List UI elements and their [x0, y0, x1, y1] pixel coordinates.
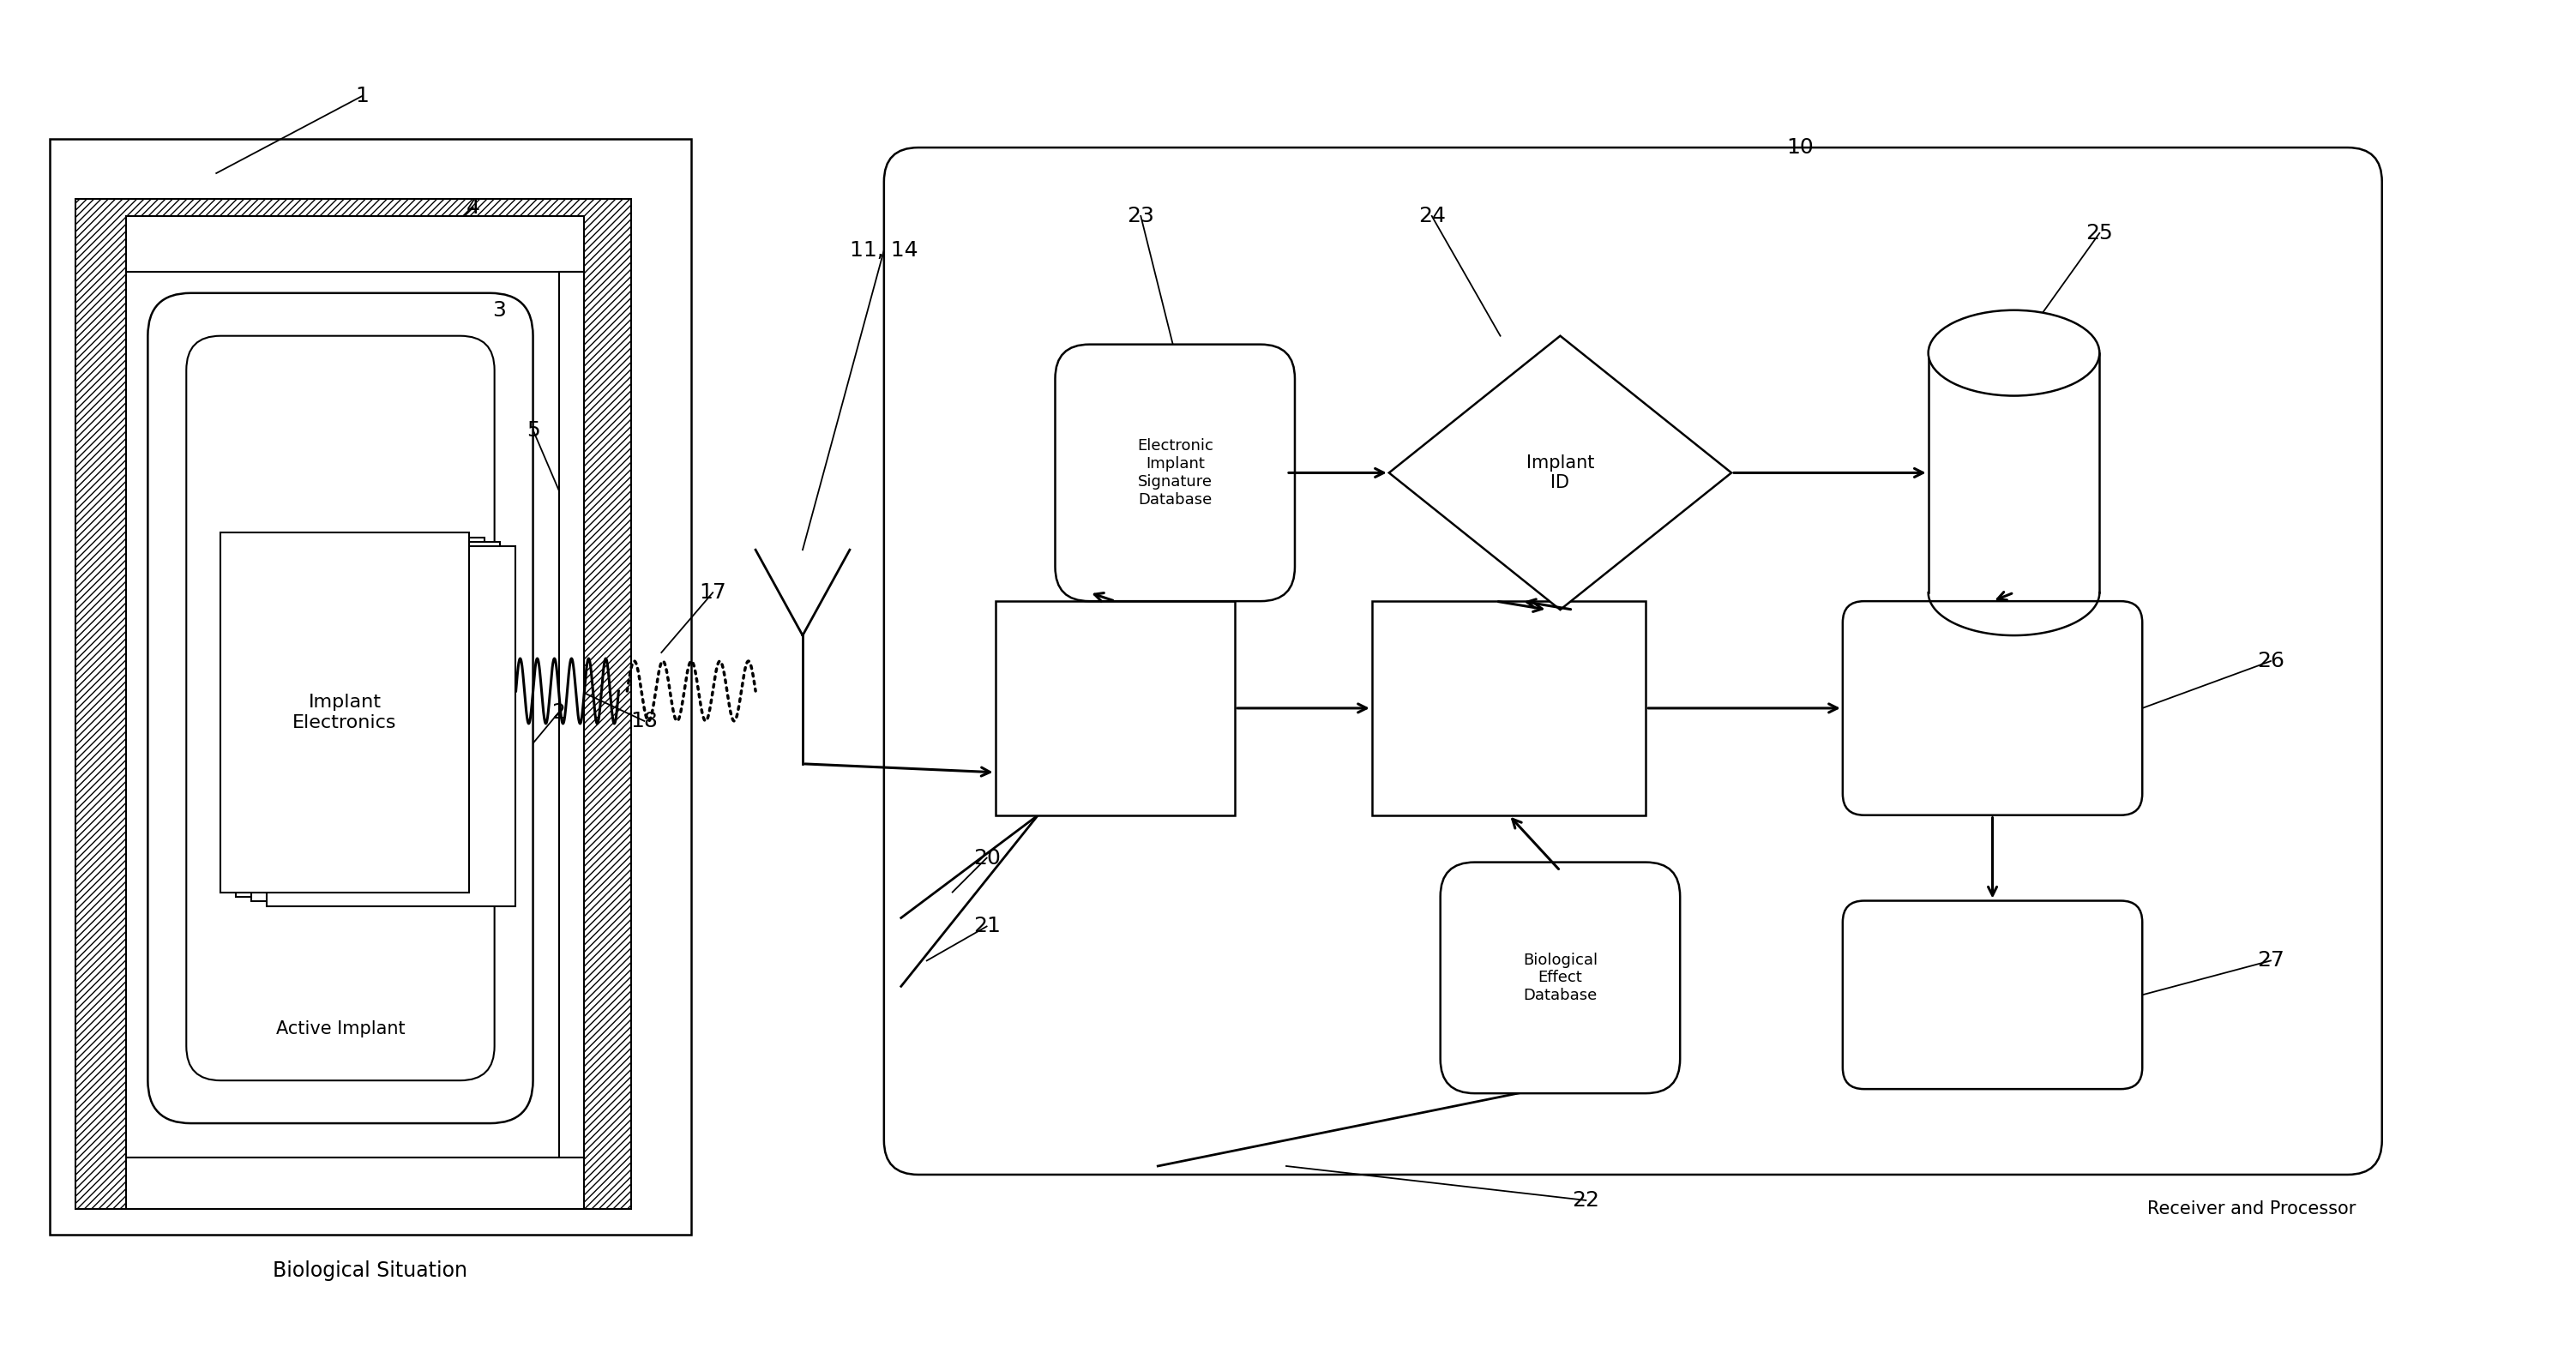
- Text: 22: 22: [1571, 1189, 1600, 1211]
- Text: Implant
ID: Implant ID: [1525, 454, 1595, 492]
- Bar: [237, 537, 484, 897]
- Bar: [994, 601, 1234, 815]
- Text: 21: 21: [974, 916, 999, 936]
- Bar: [559, 272, 585, 1157]
- FancyBboxPatch shape: [1440, 862, 1680, 1094]
- Text: 20: 20: [974, 847, 999, 869]
- Text: 27: 27: [2257, 951, 2285, 971]
- Bar: [1373, 601, 1646, 815]
- Text: Processing
Algorithms: Processing Algorithms: [1458, 690, 1561, 726]
- Polygon shape: [1388, 335, 1731, 610]
- Text: 24: 24: [1419, 206, 1445, 226]
- Bar: [268, 547, 515, 907]
- Bar: [126, 1157, 585, 1208]
- Text: Electronic
Implant
Signature
Database: Electronic Implant Signature Database: [1136, 438, 1213, 508]
- Text: 25: 25: [2087, 222, 2112, 244]
- Text: 10: 10: [1785, 137, 1814, 158]
- Text: Final Scoring: Final Scoring: [1932, 699, 2053, 717]
- Text: Implant
Electronics: Implant Electronics: [294, 694, 397, 731]
- Text: Biological Situation: Biological Situation: [273, 1261, 469, 1281]
- Bar: [222, 532, 469, 892]
- Bar: [1929, 353, 2099, 593]
- FancyBboxPatch shape: [1842, 901, 2143, 1088]
- Text: 18: 18: [631, 711, 657, 731]
- Text: 2: 2: [551, 702, 567, 723]
- Text: 11, 14: 11, 14: [850, 240, 917, 260]
- Bar: [49, 139, 690, 1235]
- Text: Receiver: Receiver: [1074, 699, 1157, 717]
- Text: 1: 1: [355, 86, 368, 106]
- Text: 5: 5: [526, 420, 541, 440]
- Text: 4: 4: [466, 197, 479, 218]
- Text: Biological
Effect
Database: Biological Effect Database: [1522, 952, 1597, 1004]
- Text: 3: 3: [492, 300, 505, 321]
- Text: 23: 23: [1128, 206, 1154, 226]
- FancyBboxPatch shape: [147, 294, 533, 1123]
- FancyBboxPatch shape: [185, 335, 495, 1080]
- Bar: [252, 541, 500, 901]
- Text: Score and
Presentation: Score and Presentation: [1932, 977, 2053, 1013]
- Text: 17: 17: [698, 582, 726, 603]
- FancyBboxPatch shape: [1056, 345, 1296, 601]
- FancyBboxPatch shape: [1842, 601, 2143, 815]
- Bar: [75, 199, 631, 1208]
- Bar: [126, 251, 585, 1157]
- Bar: [126, 216, 585, 272]
- Text: 26: 26: [2257, 651, 2285, 671]
- Text: Receiver and Processor: Receiver and Processor: [2148, 1200, 2357, 1218]
- Text: Active Implant: Active Implant: [276, 1021, 404, 1037]
- Ellipse shape: [1929, 310, 2099, 396]
